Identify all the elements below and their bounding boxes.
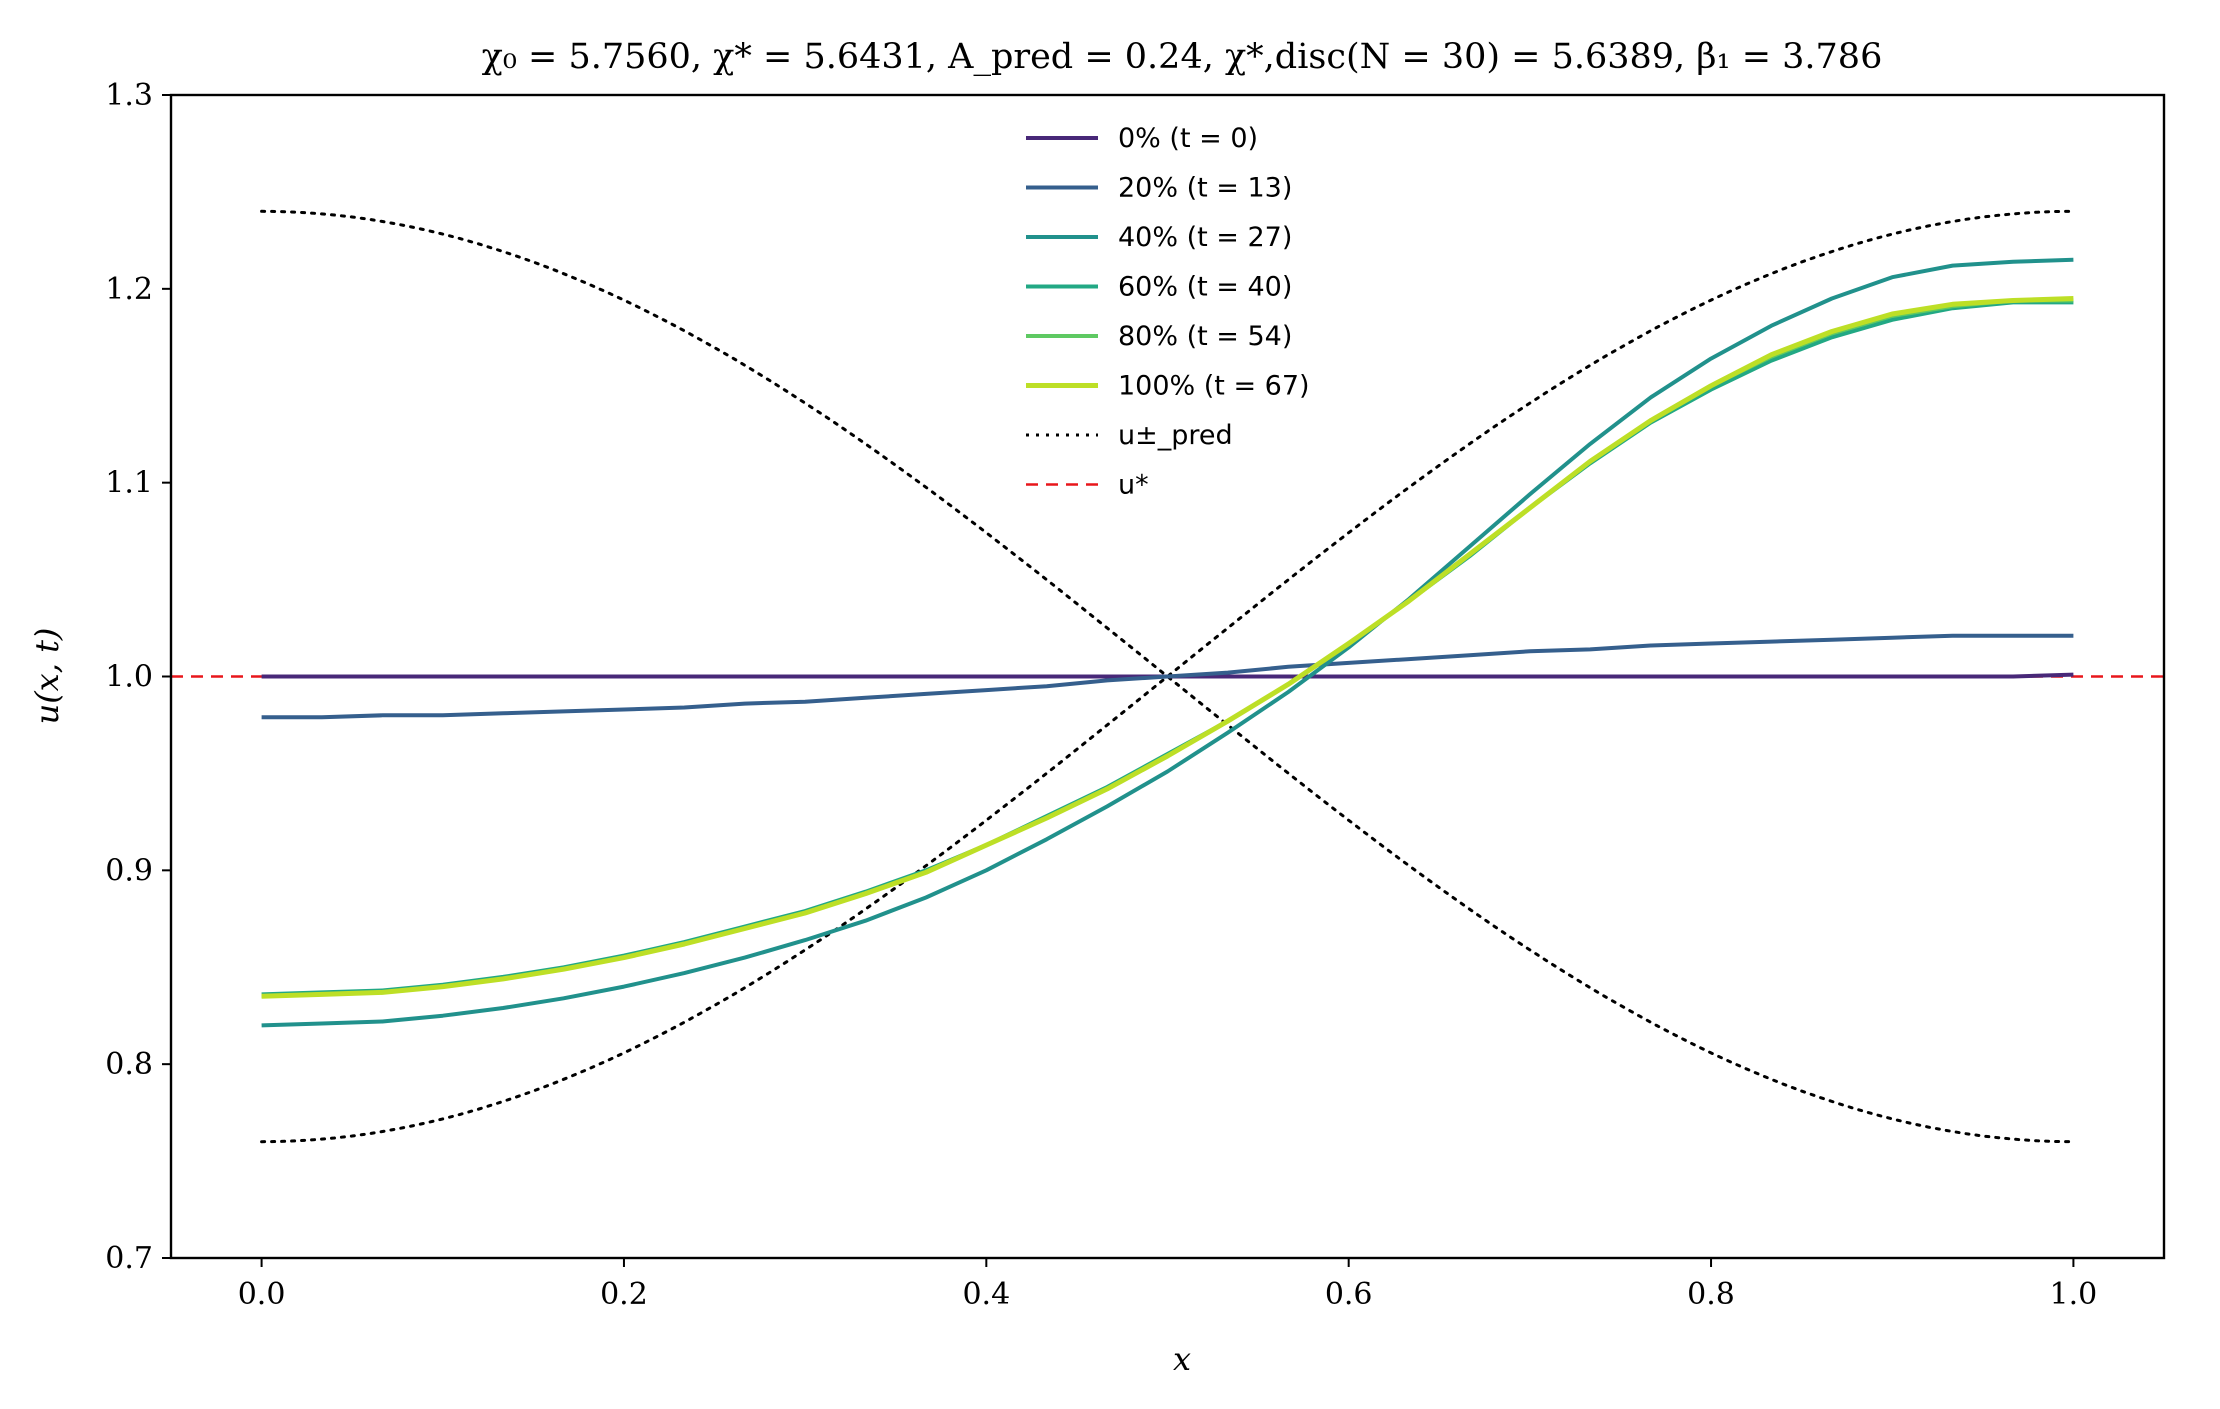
- y-tick-label: 1.3: [105, 78, 153, 113]
- chart-title: χ₀ = 5.7560, χ* = 5.6431, A_pred = 0.24,…: [482, 37, 1883, 77]
- legend-label-5: 100% (t = 67): [1118, 371, 1310, 402]
- y-axis: 0.7 0.8 0.9 1.0 1.1 1.2 1.3: [105, 78, 171, 1276]
- legend-label-0: 0% (t = 0): [1118, 123, 1258, 154]
- legend-label-4: 80% (t = 54): [1118, 321, 1292, 352]
- x-tick-label: 0.8: [1687, 1277, 1735, 1312]
- series-line-5: [261, 296, 2074, 999]
- y-tick-label: 0.8: [105, 1047, 153, 1082]
- x-tick-label: 1.0: [2050, 1277, 2098, 1312]
- y-tick-label: 1.1: [105, 466, 153, 501]
- legend-label-1: 20% (t = 13): [1118, 173, 1292, 204]
- y-tick-label: 0.7: [105, 1241, 153, 1276]
- x-axis: 0.0 0.2 0.4 0.6 0.8 1.0: [238, 1258, 2098, 1312]
- series-line-4: [261, 298, 2074, 999]
- x-tick-label: 0.0: [238, 1277, 286, 1312]
- x-tick-label: 0.6: [1325, 1277, 1373, 1312]
- series-line-3: [261, 300, 2074, 997]
- x-tick-label: 0.4: [962, 1277, 1010, 1312]
- y-tick-label: 1.2: [105, 272, 153, 307]
- legend: 0% (t = 0) 20% (t = 13) 40% (t = 27) 60% (t…: [1026, 123, 1310, 501]
- legend-label-2: 40% (t = 27): [1118, 222, 1292, 253]
- x-axis-label: x: [1173, 1340, 1191, 1378]
- y-axis-label: u(x, t): [28, 628, 66, 725]
- legend-label-7: u*: [1118, 470, 1149, 501]
- legend-label-3: 60% (t = 40): [1118, 272, 1292, 303]
- y-tick-label: 0.9: [105, 853, 153, 888]
- series-line-2: [261, 257, 2074, 1028]
- x-tick-label: 0.2: [600, 1277, 648, 1312]
- series-line-1: [261, 633, 2074, 720]
- y-tick-label: 1.0: [105, 660, 153, 695]
- plot-area: [171, 209, 2164, 1144]
- legend-label-6: u±_pred: [1118, 420, 1233, 451]
